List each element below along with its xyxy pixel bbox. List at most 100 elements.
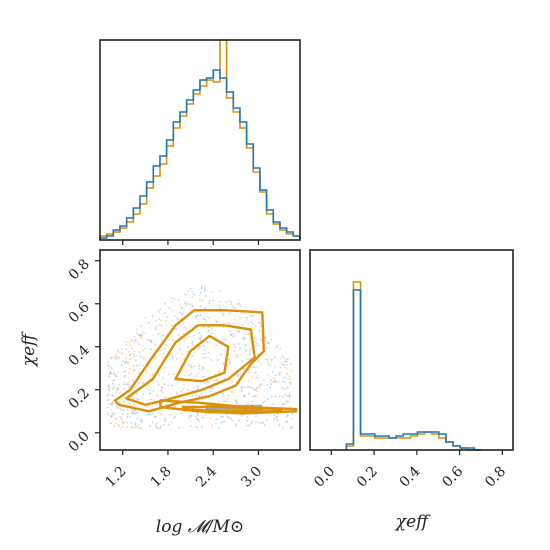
scatter-point xyxy=(171,357,174,360)
scatter-point xyxy=(195,426,198,429)
scatter-point xyxy=(186,389,189,391)
scatter-point xyxy=(175,358,178,360)
scatter-point xyxy=(164,320,167,322)
scatter-point xyxy=(224,339,227,341)
scatter-point xyxy=(185,294,188,297)
scatter-point xyxy=(202,356,205,359)
scatter-point xyxy=(163,383,166,386)
scatter-point xyxy=(208,317,211,319)
scatter-point xyxy=(152,413,154,415)
scatter-point xyxy=(141,356,144,359)
scatter-point xyxy=(232,335,235,338)
scatter-point xyxy=(192,344,195,347)
scatter-point xyxy=(290,363,292,365)
scatter-point xyxy=(141,396,143,399)
scatter-point xyxy=(137,424,140,427)
scatter-point xyxy=(286,414,289,417)
scatter-point xyxy=(263,400,266,403)
scatter-point xyxy=(155,394,158,397)
scatter-point xyxy=(243,395,246,397)
main-x-tick-label: 1.2 xyxy=(102,464,129,491)
scatter-point xyxy=(258,384,260,387)
scatter-point xyxy=(123,381,126,384)
scatter-point xyxy=(197,395,200,397)
scatter-point xyxy=(193,293,196,296)
scatter-point xyxy=(291,417,294,420)
scatter-point xyxy=(251,400,254,403)
scatter-point xyxy=(155,423,158,425)
scatter-point xyxy=(136,332,138,335)
scatter-point xyxy=(237,343,240,345)
scatter-point xyxy=(201,416,203,419)
scatter-point xyxy=(265,358,268,361)
scatter-point xyxy=(167,384,170,387)
scatter-point xyxy=(143,358,146,360)
scatter-point xyxy=(115,391,118,394)
scatter-point xyxy=(170,421,173,423)
main-panel-frame xyxy=(99,249,301,451)
scatter-point xyxy=(195,316,198,319)
scatter-point xyxy=(125,360,128,363)
scatter-point xyxy=(177,299,180,301)
scatter-point xyxy=(238,331,241,333)
scatter-point xyxy=(265,347,268,350)
scatter-point xyxy=(284,360,287,363)
scatter-point xyxy=(188,415,191,417)
scatter-point xyxy=(210,359,213,361)
scatter-point xyxy=(215,344,218,347)
scatter-point xyxy=(159,323,162,326)
scatter-point xyxy=(278,395,281,398)
scatter-point xyxy=(148,389,151,391)
scatter-point xyxy=(121,348,124,350)
scatter-point xyxy=(258,386,261,389)
scatter-point xyxy=(235,424,237,426)
scatter-point xyxy=(145,370,148,373)
scatter-point xyxy=(204,295,207,297)
scatter-point xyxy=(167,424,170,426)
scatter-point xyxy=(285,367,288,370)
main-y-tick-label: 0.4 xyxy=(66,342,93,369)
scatter-point xyxy=(184,300,187,303)
scatter-point xyxy=(134,427,137,429)
scatter-point xyxy=(288,381,291,384)
scatter-points xyxy=(106,286,294,430)
scatter-point xyxy=(156,426,158,429)
scatter-point xyxy=(274,374,277,377)
scatter-point xyxy=(157,380,160,383)
scatter-point xyxy=(273,418,275,420)
scatter-point xyxy=(117,349,119,352)
scatter-point xyxy=(172,373,175,375)
main-y-tick-label: 0.0 xyxy=(66,428,93,455)
scatter-point xyxy=(163,366,166,369)
right-x-tick-label: 0.0 xyxy=(311,464,338,491)
scatter-point xyxy=(114,357,117,360)
scatter-point xyxy=(110,415,113,418)
scatter-point xyxy=(283,357,285,360)
scatter-point xyxy=(107,393,110,396)
main-x-tick-label: 1.8 xyxy=(148,464,175,491)
scatter-point xyxy=(183,302,186,305)
scatter-point xyxy=(236,356,239,358)
scatter-point xyxy=(198,337,201,340)
scatter-point xyxy=(191,290,194,293)
scatter-point xyxy=(123,383,126,386)
scatter-point xyxy=(207,356,210,359)
scatter-point xyxy=(158,332,161,335)
scatter-point xyxy=(111,382,114,385)
scatter-point xyxy=(160,414,163,416)
scatter-point xyxy=(168,307,171,309)
scatter-point xyxy=(223,395,225,398)
scatter-point xyxy=(224,306,227,308)
scatter-point xyxy=(120,427,123,429)
scatter-point xyxy=(207,332,210,334)
scatter-point xyxy=(230,356,232,359)
scatter-point xyxy=(163,312,166,314)
scatter-point xyxy=(187,290,190,293)
scatter-point xyxy=(248,332,251,335)
scatter-point xyxy=(133,355,136,358)
scatter-point xyxy=(129,344,132,346)
scatter-point xyxy=(248,357,251,360)
scatter-point xyxy=(204,389,207,392)
scatter-point xyxy=(246,424,249,427)
